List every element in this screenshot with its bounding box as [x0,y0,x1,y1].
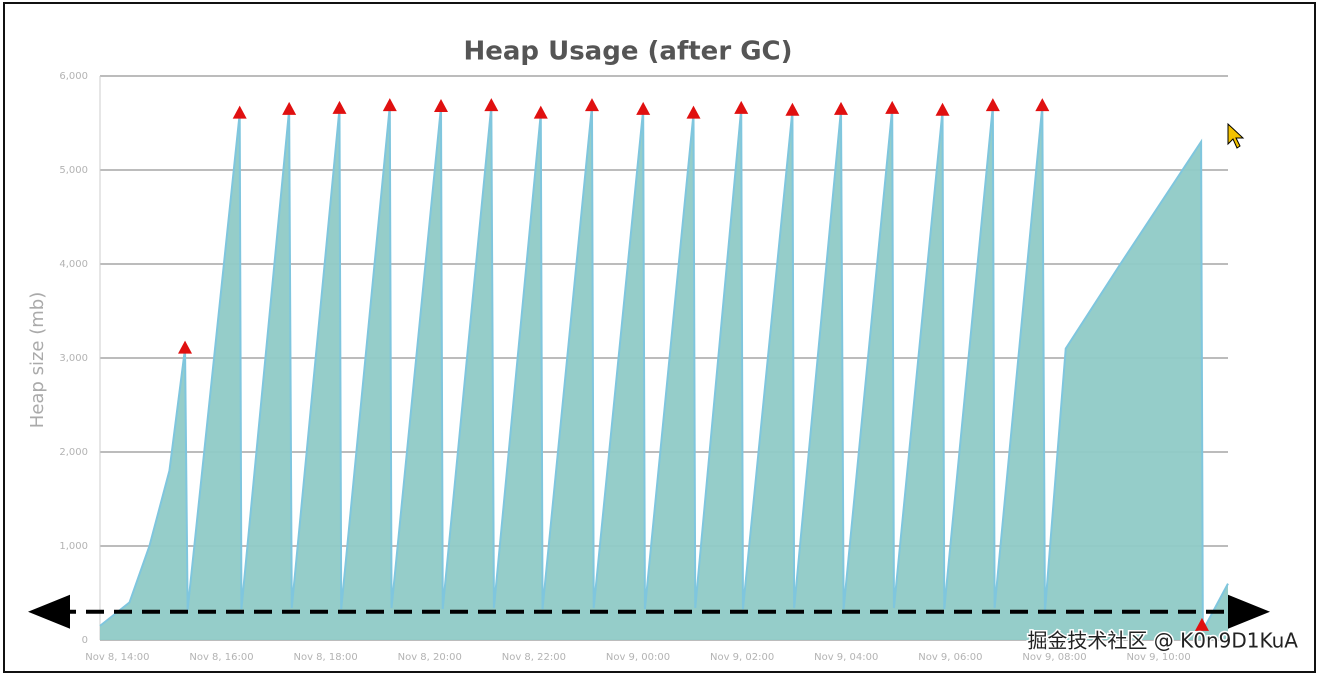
gc-marker [434,99,449,113]
gc-marker [834,101,849,115]
gc-marker [382,98,397,112]
watermark-halo: 掘金技术社区 @ K0n9D1KuA [1027,629,1298,653]
gc-marker [484,98,499,112]
y-tick-label: 6,000 [59,71,88,82]
x-tick-label: Nov 9, 10:00 [1126,652,1190,663]
gc-marker [785,102,800,116]
arrow-left [28,594,70,629]
x-tick-label: Nov 9, 08:00 [1022,652,1086,663]
x-tick-label: Nov 8, 16:00 [189,652,253,663]
watermark: 掘金技术社区 @ K0n9D1KuA [1027,629,1298,653]
area [100,106,1228,640]
plot-area: 0 1,000 2,000 3,000 4,000 5,000 6,000 Nov 8, 14… [28,71,1270,663]
x-tick-label: Nov 9, 00:00 [606,652,670,663]
gc-marker [636,101,651,115]
gc-marker [282,101,297,115]
x-tick-label: Nov 8, 22:00 [502,652,566,663]
y-axis-label: Heap size (mb) [27,292,48,428]
gc-marker [885,100,900,114]
gc-marker [1194,617,1209,631]
gc-marker [734,100,749,114]
gc-marker [332,100,347,114]
x-tick-label: Nov 8, 14:00 [85,652,149,663]
gc-marker [985,98,1000,112]
x-tick-label: Nov 9, 04:00 [814,652,878,663]
chart-title: Heap Usage (after GC) [463,37,792,67]
cursor [1227,122,1245,149]
y-tick-label: 5,000 [59,165,88,176]
y-tick-label: 1,000 [59,541,88,552]
arrow-right [1228,594,1270,629]
gc-marker [935,102,950,116]
x-tick-label: Nov 8, 20:00 [398,652,462,663]
x-tick-label: Nov 9, 06:00 [918,652,982,663]
y-tick-label: 3,000 [59,353,88,364]
y-tick-label: 4,000 [59,259,88,270]
gc-marker [533,105,548,119]
gc-marker [178,340,193,354]
y-tick-label: 2,000 [59,447,88,458]
y-tick-label: 0 [82,635,88,646]
x-tick-label: Nov 9, 02:00 [710,652,774,663]
x-tick-label: Nov 8, 18:00 [293,652,357,663]
gc-marker [1035,98,1050,112]
gc-marker [584,98,599,112]
gc-marker [232,105,247,119]
gc-marker [686,105,701,119]
